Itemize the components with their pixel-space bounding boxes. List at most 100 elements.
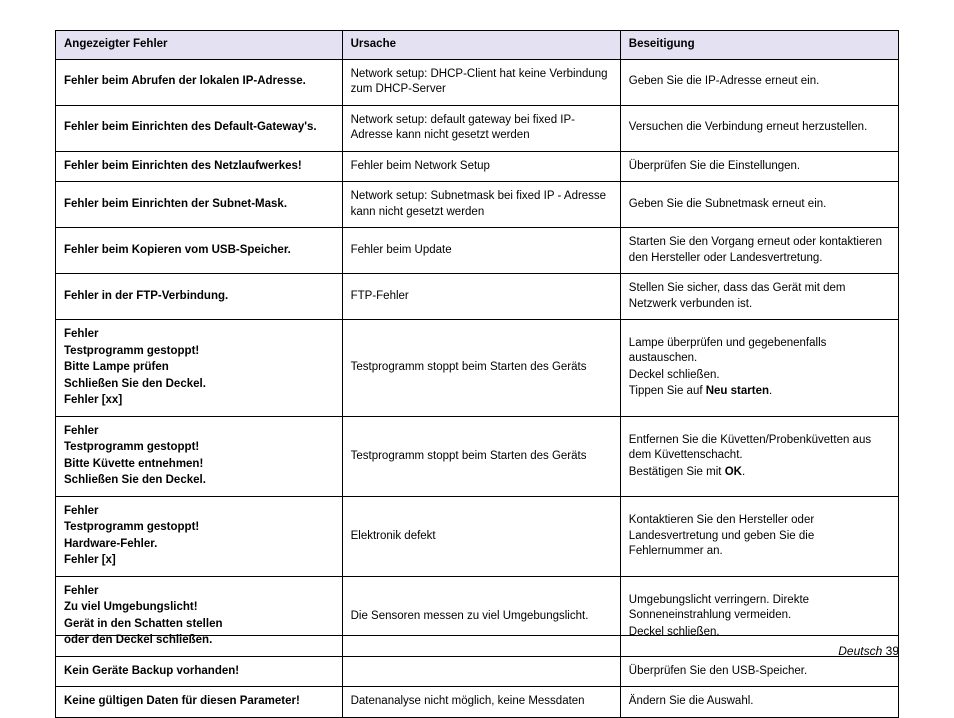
footer-rule <box>55 635 899 636</box>
error-line: Zu viel Umgebungslicht! <box>64 600 334 616</box>
fix-cell: Überprüfen Sie die Einstellungen. <box>620 151 898 182</box>
cause-cell: Network setup: DHCP-Client hat keine Ver… <box>342 59 620 105</box>
cause-cell: Die Sensoren messen zu viel Umgebungslic… <box>342 576 620 656</box>
fix-cell: Stellen Sie sicher, dass das Gerät mit d… <box>620 274 898 320</box>
header-error: Angezeigter Fehler <box>56 31 343 60</box>
table-row: Kein Geräte Backup vorhanden! Überprüfen … <box>56 656 899 687</box>
table-row: Fehler beim Kopieren vom USB-Speicher. Fe… <box>56 228 899 274</box>
fix-cell: Geben Sie die Subnetmask erneut ein. <box>620 182 898 228</box>
cause-cell: FTP-Fehler <box>342 274 620 320</box>
table-row: Fehler beim Einrichten des Netzlaufwerke… <box>56 151 899 182</box>
cause-cell: Elektronik defekt <box>342 496 620 576</box>
fix-cell: Versuchen die Verbindung erneut herzuste… <box>620 105 898 151</box>
error-cell: Fehler in der FTP-Verbindung. <box>56 274 343 320</box>
page-content: Angezeigter Fehler Ursache Beseitigung F… <box>0 0 954 718</box>
table-row: FehlerZu viel Umgebungslicht!Gerät in de… <box>56 576 899 656</box>
error-cell: Fehler beim Einrichten des Netzlaufwerke… <box>56 151 343 182</box>
cause-line: Die Sensoren messen zu viel Umgebungslic… <box>351 609 612 625</box>
cause-line: Fehler beim Update <box>351 243 612 259</box>
error-cell: Fehler beim Einrichten des Default-Gatew… <box>56 105 343 151</box>
fix-line: Deckel schließen. <box>629 368 890 384</box>
fix-line: Starten Sie den Vorgang erneut oder kont… <box>629 235 890 266</box>
fix-cell: Überprüfen Sie den USB-Speicher. <box>620 656 898 687</box>
table-row: FehlerTestprogramm gestoppt!Bitte Küvett… <box>56 416 899 496</box>
fix-span: Lampe überprüfen und gegebenenfalls aust… <box>629 337 827 365</box>
cause-line: Elektronik defekt <box>351 529 612 545</box>
error-line: Gerät in den Schatten stellen <box>64 617 334 633</box>
error-line: Bitte Lampe prüfen <box>64 360 334 376</box>
error-line: Testprogramm gestoppt! <box>64 344 334 360</box>
fix-line: Bestätigen Sie mit OK. <box>629 465 890 481</box>
cause-line: Network setup: Subnetmask bei fixed IP -… <box>351 189 612 220</box>
error-table: Angezeigter Fehler Ursache Beseitigung F… <box>55 30 899 718</box>
header-fix: Beseitigung <box>620 31 898 60</box>
error-line: Fehler <box>64 424 334 440</box>
error-cell: FehlerTestprogramm gestoppt!Hardware-Feh… <box>56 496 343 576</box>
table-body: Fehler beim Abrufen der lokalen IP-Adres… <box>56 59 899 717</box>
table-row: Fehler beim Einrichten der Subnet-Mask. N… <box>56 182 899 228</box>
fix-line: Geben Sie die Subnetmask erneut ein. <box>629 197 890 213</box>
fix-line: Ändern Sie die Auswahl. <box>629 694 890 710</box>
cause-cell: Fehler beim Update <box>342 228 620 274</box>
error-cell: FehlerTestprogramm gestoppt!Bitte Küvett… <box>56 416 343 496</box>
fix-line: Umgebungslicht verringern. Direkte Sonne… <box>629 593 890 624</box>
error-line: Fehler <box>64 327 334 343</box>
fix-line: Stellen Sie sicher, dass das Gerät mit d… <box>629 281 890 312</box>
error-line: Testprogramm gestoppt! <box>64 440 334 456</box>
error-cell: Fehler beim Kopieren vom USB-Speicher. <box>56 228 343 274</box>
fix-cell: Lampe überprüfen und gegebenenfalls aust… <box>620 320 898 417</box>
error-line: Fehler beim Kopieren vom USB-Speicher. <box>64 243 334 259</box>
error-line: Testprogramm gestoppt! <box>64 520 334 536</box>
table-row: Fehler beim Abrufen der lokalen IP-Adres… <box>56 59 899 105</box>
fix-span: Tippen Sie auf <box>629 385 706 397</box>
error-line: Bitte Küvette entnehmen! <box>64 457 334 473</box>
error-line: Fehler beim Einrichten des Netzlaufwerke… <box>64 159 334 175</box>
cause-line: Fehler beim Network Setup <box>351 159 612 175</box>
footer-page-number: 39 <box>886 644 899 658</box>
cause-line: Testprogramm stoppt beim Starten des Ger… <box>351 360 612 376</box>
error-line: Fehler beim Einrichten des Default-Gatew… <box>64 120 334 136</box>
fix-span: . <box>742 466 745 478</box>
cause-line: FTP-Fehler <box>351 289 612 305</box>
footer-language: Deutsch <box>838 644 882 658</box>
table-row: Keine gültigen Daten für diesen Paramete… <box>56 687 899 718</box>
cause-cell: Testprogramm stoppt beim Starten des Ger… <box>342 416 620 496</box>
error-line: Fehler <box>64 584 334 600</box>
fix-bold-span: Neu starten <box>706 385 769 397</box>
cause-cell: Fehler beim Network Setup <box>342 151 620 182</box>
error-cell: FehlerTestprogramm gestoppt!Bitte Lampe … <box>56 320 343 417</box>
error-line: Fehler <box>64 504 334 520</box>
error-line: Schließen Sie den Deckel. <box>64 473 334 489</box>
cause-line: Network setup: DHCP-Client hat keine Ver… <box>351 67 612 98</box>
fix-line: Tippen Sie auf Neu starten. <box>629 384 890 400</box>
error-cell: FehlerZu viel Umgebungslicht!Gerät in de… <box>56 576 343 656</box>
cause-line: Network setup: default gateway bei fixed… <box>351 113 612 144</box>
fix-line: Kontaktieren Sie den Hersteller oder Lan… <box>629 513 890 560</box>
fix-span: Bestätigen Sie mit <box>629 466 725 478</box>
cause-cell: Testprogramm stoppt beim Starten des Ger… <box>342 320 620 417</box>
fix-line: Überprüfen Sie die Einstellungen. <box>629 159 890 175</box>
fix-cell: Ändern Sie die Auswahl. <box>620 687 898 718</box>
error-cell: Keine gültigen Daten für diesen Paramete… <box>56 687 343 718</box>
fix-line: Deckel schließen. <box>629 625 890 641</box>
error-line: Kein Geräte Backup vorhanden! <box>64 664 334 680</box>
table-row: FehlerTestprogramm gestoppt!Bitte Lampe … <box>56 320 899 417</box>
fix-cell: Entfernen Sie die Küvetten/Probenküvette… <box>620 416 898 496</box>
fix-line: Überprüfen Sie den USB-Speicher. <box>629 664 890 680</box>
fix-line: Geben Sie die IP-Adresse erneut ein. <box>629 74 890 90</box>
header-cause: Ursache <box>342 31 620 60</box>
error-cell: Fehler beim Abrufen der lokalen IP-Adres… <box>56 59 343 105</box>
fix-cell: Starten Sie den Vorgang erneut oder kont… <box>620 228 898 274</box>
error-cell: Fehler beim Einrichten der Subnet-Mask. <box>56 182 343 228</box>
cause-line: Datenanalyse nicht möglich, keine Messda… <box>351 694 612 710</box>
error-line: Fehler [x] <box>64 553 334 569</box>
cause-line: Testprogramm stoppt beim Starten des Ger… <box>351 449 612 465</box>
error-line: Keine gültigen Daten für diesen Paramete… <box>64 694 334 710</box>
table-row: Fehler in der FTP-Verbindung. FTP-Fehler S… <box>56 274 899 320</box>
table-header-row: Angezeigter Fehler Ursache Beseitigung <box>56 31 899 60</box>
error-line: Fehler beim Abrufen der lokalen IP-Adres… <box>64 74 334 90</box>
error-cell: Kein Geräte Backup vorhanden! <box>56 656 343 687</box>
table-row: FehlerTestprogramm gestoppt!Hardware-Feh… <box>56 496 899 576</box>
fix-cell: Kontaktieren Sie den Hersteller oder Lan… <box>620 496 898 576</box>
cause-cell: Network setup: default gateway bei fixed… <box>342 105 620 151</box>
